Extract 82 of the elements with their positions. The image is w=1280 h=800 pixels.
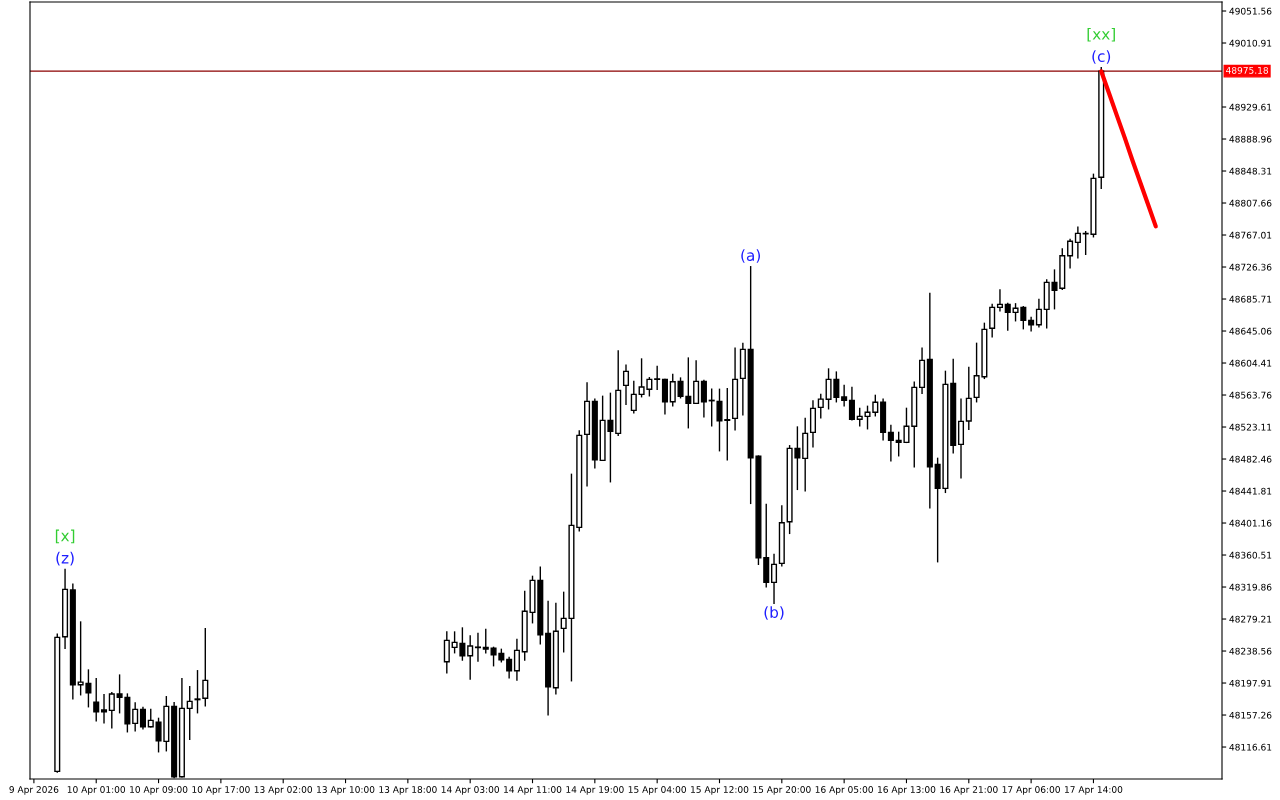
candlestick [700, 379, 707, 418]
y-tick-label: 48401.16 [1229, 519, 1272, 527]
y-tick-label: 48319.86 [1229, 583, 1272, 591]
x-tick-label: 14 Apr 11:00 [504, 786, 562, 795]
candlestick [1004, 302, 1011, 331]
y-tick-label: 49051.56 [1229, 7, 1272, 15]
y-tick-label: 48441.81 [1229, 487, 1272, 495]
y-tick-label: 48645.06 [1229, 327, 1272, 335]
x-tick-label: 10 Apr 17:00 [192, 786, 250, 795]
candlestick [513, 638, 520, 681]
y-tick-label: 48563.76 [1229, 391, 1272, 399]
y-tick-label: 48238.56 [1229, 647, 1272, 655]
line-series [1099, 69, 1158, 229]
y-tick-label: 48157.26 [1229, 711, 1272, 719]
candlestick [770, 553, 778, 605]
y-tick-label: 48767.01 [1229, 231, 1272, 239]
annotation: [xx] [1087, 27, 1115, 42]
x-tick-label: 13 Apr 02:00 [254, 786, 313, 795]
y-tick-label: 48685.71 [1229, 295, 1272, 303]
y-tick-label: 48888.96 [1229, 135, 1272, 143]
y-tick-label: 48279.21 [1229, 615, 1272, 623]
candlestick [841, 384, 848, 407]
x-tick-label: 9 Apr 2026 [9, 786, 59, 795]
annotation: (c) [1092, 50, 1111, 64]
y-tick-label: 48116.61 [1229, 743, 1272, 751]
y-tick-label: 48929.61 [1229, 103, 1272, 111]
y-tick-label: 48726.36 [1229, 263, 1272, 271]
candlestick [467, 635, 474, 680]
candlestick [622, 364, 630, 406]
candlestick [957, 398, 965, 479]
candlestick [108, 692, 115, 729]
candlestick [989, 303, 996, 338]
x-tick-label: 13 Apr 18:00 [379, 786, 437, 795]
candlestick [965, 366, 972, 431]
y-tick-label: 48482.46 [1229, 455, 1272, 463]
y-tick-label: 49010.91 [1229, 39, 1272, 47]
candlestick [661, 378, 668, 415]
y-tick-label: 48360.51 [1229, 551, 1272, 559]
x-tick-label: 16 Apr 21:00 [940, 786, 998, 795]
x-tick-label: 10 Apr 09:00 [130, 786, 188, 795]
y-tick-label: 48604.41 [1229, 359, 1272, 367]
candlestick [506, 656, 513, 679]
x-tick-label: 17 Apr 14:00 [1065, 786, 1123, 795]
candlestick [996, 289, 1003, 312]
x-tick-label: 15 Apr 04:00 [628, 786, 686, 795]
candlestick [654, 365, 661, 391]
x-tick-label: 16 Apr 05:00 [815, 786, 873, 795]
annotation: [x] [55, 529, 75, 544]
x-tick-label: 13 Apr 10:00 [317, 786, 375, 795]
x-tick-label: 17 Apr 06:00 [1002, 786, 1060, 795]
candlestick [848, 386, 855, 421]
y-tick-label: 48807.66 [1229, 199, 1272, 207]
candlestick [630, 380, 637, 414]
candlestick [443, 631, 450, 674]
candlestick [139, 706, 146, 730]
y-tick-label: 48197.91 [1229, 679, 1272, 687]
annotation: (z) [56, 551, 74, 566]
y-tick-label: 48848.31 [1229, 167, 1272, 175]
annotation: (a) [741, 249, 760, 263]
x-tick-label: 15 Apr 20:00 [753, 786, 811, 795]
candlestick [887, 424, 894, 462]
candlestick [474, 632, 482, 662]
x-tick-label: 15 Apr 12:00 [691, 786, 749, 795]
candlestick [1067, 238, 1074, 269]
candlestick [132, 702, 139, 732]
candlestick [1028, 316, 1035, 332]
candlestick [1074, 226, 1081, 259]
x-tick-label: 14 Apr 19:00 [566, 786, 624, 795]
y-tick-label: 48523.11 [1229, 423, 1272, 431]
x-tick-label: 10 Apr 01:00 [67, 786, 126, 795]
ref-line-label: 48975.18 [1226, 66, 1269, 74]
annotation: (b) [764, 606, 784, 620]
candlestick [482, 628, 489, 654]
candlestick [817, 393, 824, 419]
candlestick [100, 694, 108, 724]
candlestick [186, 686, 193, 741]
candlestick [93, 678, 100, 722]
candlestick [1035, 298, 1042, 328]
x-tick-label: 16 Apr 13:00 [878, 786, 936, 795]
x-tick-label: 14 Apr 03:00 [441, 786, 500, 795]
candlestick [693, 360, 700, 405]
candlestick [669, 373, 676, 407]
